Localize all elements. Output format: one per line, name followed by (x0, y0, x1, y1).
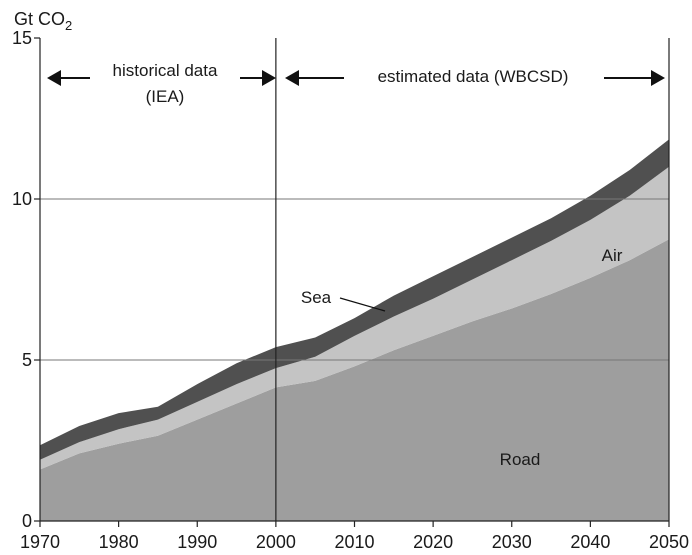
y-axis-label-subscript: 2 (65, 18, 72, 33)
axes (34, 37, 670, 527)
x-tick-label: 1980 (99, 532, 139, 552)
x-tick-label: 2010 (334, 532, 374, 552)
area-air (40, 166, 669, 470)
historical-label: historical data (113, 61, 218, 80)
y-tick-label: 0 (22, 511, 32, 531)
x-tick-label: 2020 (413, 532, 453, 552)
estimated-label: estimated data (WBCSD) (378, 67, 569, 86)
gridlines (40, 198, 669, 361)
tick-labels: 1970 1980 1990 2000 2010 2020 2030 2040 2050 0 5 10… (12, 28, 689, 552)
x-tick-label: 2030 (492, 532, 532, 552)
area-road (40, 239, 669, 522)
x-tick-label: 1970 (20, 532, 60, 552)
est-left-arrowhead (285, 70, 299, 86)
x-tick-label: 1990 (177, 532, 217, 552)
x-tick-label: 2040 (570, 532, 610, 552)
y-axis-label: Gt CO2 (14, 9, 72, 33)
area-sea (40, 139, 669, 460)
x-tick-label: 2000 (256, 532, 296, 552)
hist-left-arrowhead (47, 70, 61, 86)
est-right-arrowhead (651, 70, 665, 86)
y-tick-label: 10 (12, 189, 32, 209)
sea-leader-line (339, 297, 386, 312)
annotations: historical data (IEA) estimated data (WB… (47, 61, 665, 469)
y-tick-label: 15 (12, 28, 32, 48)
hist-right-arrowhead (262, 70, 276, 86)
y-tick-label: 5 (22, 350, 32, 370)
historical-source-label: (IEA) (146, 87, 185, 106)
air-label: Air (602, 246, 623, 265)
stacked-areas (40, 139, 669, 522)
sea-label: Sea (301, 288, 332, 307)
road-label: Road (500, 450, 541, 469)
x-tick-label: 2050 (649, 532, 689, 552)
